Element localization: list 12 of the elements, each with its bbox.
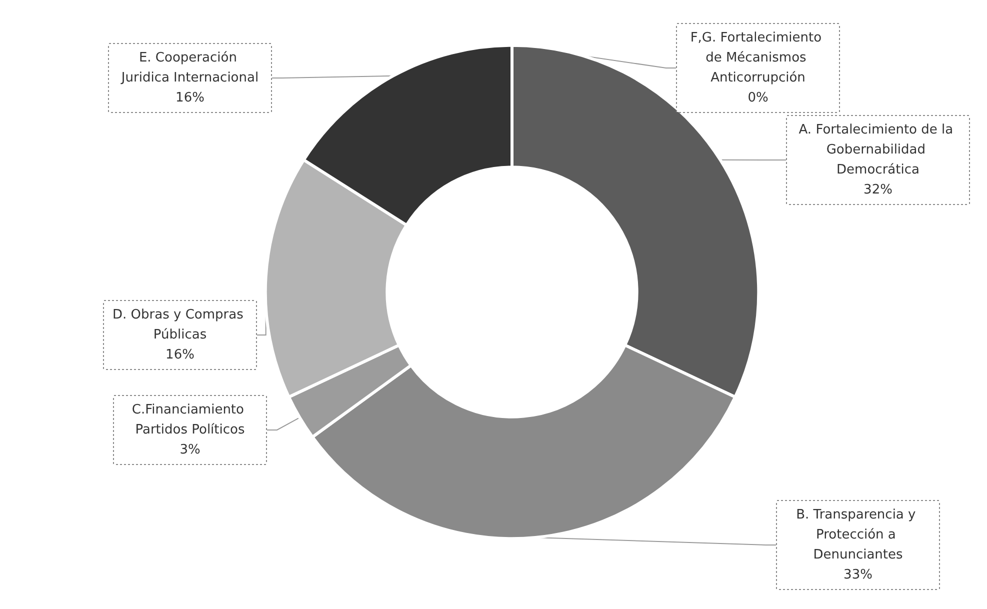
data-label: 3%: [180, 442, 200, 458]
slice-label: B. Transparencia y Protección a Denunciantes: [796, 508, 920, 562]
data-label: 33%: [844, 568, 872, 582]
slice-label: A. Fortalecimiento de la Gobernabilidad Democrática: [798, 122, 958, 178]
slice-label: D. Obras y Compras Públicas: [112, 308, 248, 342]
category-label: F,G. Fortalecimiento de Mécanismos Anticorrupción: [690, 30, 822, 86]
slice-label: E. Cooperación Juridica Internacional: [120, 50, 259, 86]
data-label: 16%: [166, 348, 194, 362]
legend-label: C.Financiamiento Partidos Políticos: [132, 402, 248, 438]
data-label: 32%: [864, 182, 892, 198]
data-label: 16%: [176, 90, 204, 106]
text: 0%: [748, 90, 768, 106]
